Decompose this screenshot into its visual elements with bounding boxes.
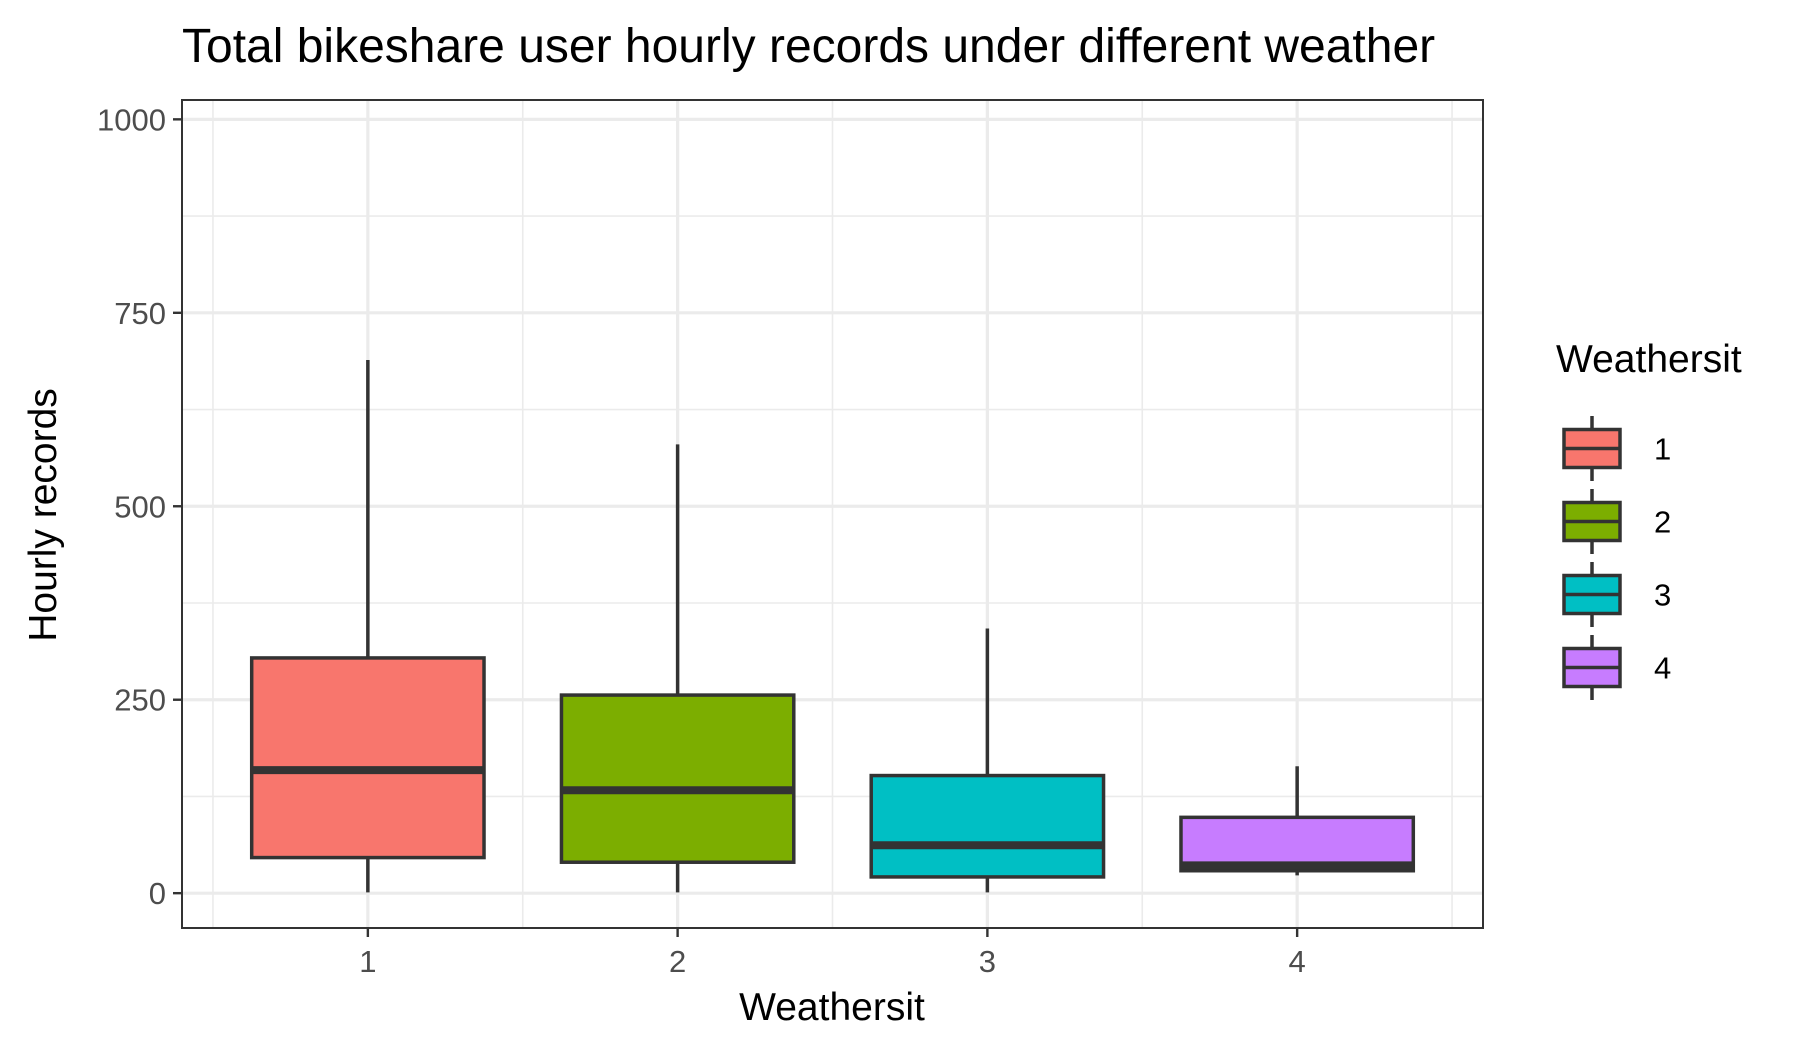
legend-item-1: 1 — [1562, 416, 1671, 481]
box-body — [249, 656, 486, 860]
x-axis-title: Weathersit — [739, 986, 925, 1029]
box-2 — [559, 444, 796, 893]
y-tick-label: 500 — [114, 489, 166, 524]
y-tick-label: 750 — [114, 296, 166, 331]
legend-label: 3 — [1654, 578, 1671, 613]
box-body — [869, 773, 1106, 879]
x-tick-label: 1 — [359, 944, 376, 979]
legend-item-4: 4 — [1562, 635, 1671, 700]
legend-item-2: 2 — [1562, 489, 1671, 554]
x-tick-label: 3 — [979, 944, 996, 979]
y-tick-label: 1000 — [97, 102, 166, 137]
box-4 — [1179, 766, 1416, 876]
box-3 — [869, 628, 1106, 893]
legend-title: Weathersit — [1556, 338, 1742, 381]
legend-label: 1 — [1654, 432, 1671, 467]
x-tick-label: 2 — [669, 944, 686, 979]
chart-title: Total bikeshare user hourly records unde… — [182, 20, 1435, 73]
legend-label: 4 — [1654, 651, 1671, 686]
box-body — [559, 693, 796, 864]
box-1 — [249, 360, 486, 893]
y-axis-title: Hourly records — [22, 388, 65, 642]
x-tick-label: 4 — [1289, 944, 1306, 979]
legend-item-3: 3 — [1562, 562, 1671, 627]
y-tick-label: 250 — [114, 683, 166, 718]
y-tick-label: 0 — [149, 876, 166, 911]
plot-panel — [181, 99, 1484, 929]
panel-border — [181, 99, 1484, 929]
legend: Weathersit 1 2 3 4 — [1556, 338, 1742, 700]
legend-label: 2 — [1654, 505, 1671, 540]
